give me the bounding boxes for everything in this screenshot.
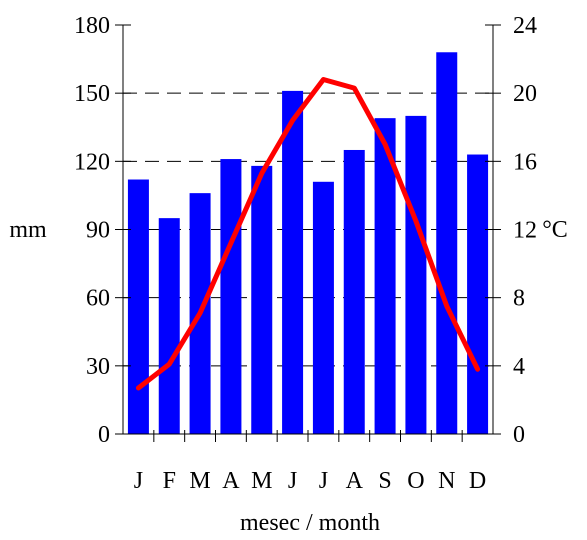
gridlines: [123, 92, 493, 367]
precipitation-bar: [312, 181, 334, 434]
precipitation-bar: [405, 115, 427, 434]
month-label: M: [251, 468, 272, 494]
precipitation-bar: [282, 90, 304, 435]
right-axis-ticks: 0 4 8 12 16 20 24: [485, 13, 537, 448]
left-tick-label: 60: [86, 286, 110, 312]
precipitation-bar: [374, 118, 396, 435]
left-tick-label: 30: [86, 354, 110, 380]
month-label: J: [319, 468, 328, 494]
right-tick-label: 4: [513, 354, 525, 380]
precipitation-bar: [127, 179, 149, 434]
month-label: O: [407, 468, 424, 494]
left-tick-label: 90: [86, 218, 110, 244]
left-tick-label: 120: [74, 149, 110, 175]
precipitation-bar: [467, 154, 489, 434]
month-label: M: [189, 468, 210, 494]
right-tick-label: 16: [513, 149, 537, 175]
precipitation-bar: [251, 165, 273, 434]
temperature-line: [135, 77, 481, 391]
month-label: J: [134, 468, 143, 494]
right-tick-label: 20: [513, 81, 537, 107]
precipitation-bar: [343, 149, 365, 434]
right-tick-label: 0: [513, 422, 525, 448]
month-label: D: [469, 468, 486, 494]
left-tick-label: 150: [74, 81, 110, 107]
right-tick-label: 12: [513, 218, 537, 244]
left-axis-ticks: 0 30 60 90 120 150 180: [74, 13, 131, 448]
left-axis-label: mm: [9, 217, 47, 243]
month-label: S: [378, 468, 391, 494]
right-tick-label: 8: [513, 286, 525, 312]
right-axis-label: °C: [542, 217, 568, 243]
precipitation-bars: [127, 52, 489, 435]
month-label: A: [222, 468, 240, 494]
left-tick-label: 180: [74, 13, 110, 39]
precipitation-bar: [220, 159, 242, 435]
precipitation-bar: [436, 52, 458, 435]
left-tick-label: 0: [98, 422, 110, 448]
x-axis-label: mesec / month: [240, 510, 380, 536]
month-label: J: [288, 468, 297, 494]
month-label: F: [163, 468, 176, 494]
month-label: A: [346, 468, 364, 494]
month-label: N: [438, 468, 455, 494]
temperature-line-group: [135, 77, 481, 391]
precipitation-bar: [158, 218, 180, 434]
right-tick-label: 24: [513, 13, 537, 39]
